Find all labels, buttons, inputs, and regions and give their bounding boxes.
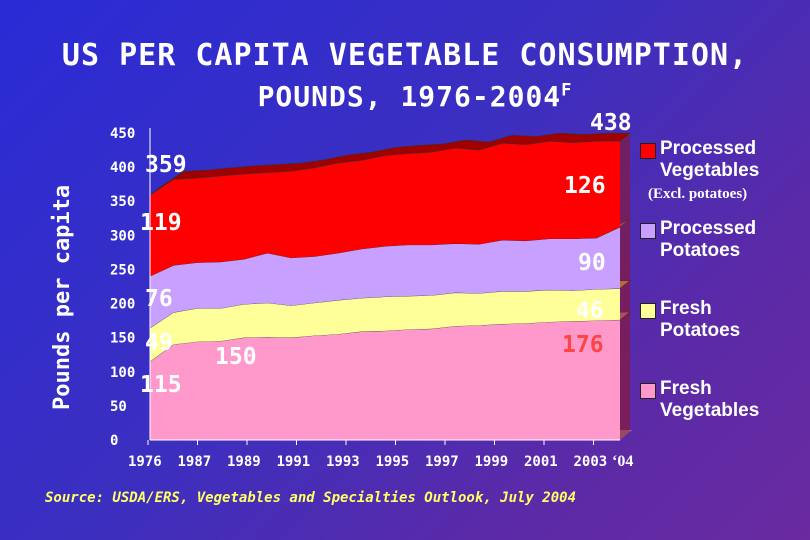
chart-title-text: POUNDS, 1976-2004	[257, 80, 562, 113]
chart-title-superscript: F	[561, 80, 573, 101]
data-label: 49	[145, 330, 173, 356]
source-note: Source: USDA/ERS, Vegetables and Special…	[45, 490, 577, 506]
data-label: 176	[562, 332, 604, 358]
legend-label: Fresh Potatoes	[660, 298, 741, 341]
legend-swatch	[640, 383, 656, 399]
area-processed-potatoes	[150, 227, 620, 329]
data-label: 119	[140, 210, 182, 236]
y-tick-label: 300	[110, 228, 135, 244]
area-processed-vegetables	[150, 141, 620, 277]
x-tick-label: ‘04	[612, 453, 633, 470]
y-tick-label: 150	[110, 331, 135, 347]
x-tick-label: 2001	[524, 454, 558, 470]
legend: Processed Vegetables (Excl. potatoes) Pr…	[640, 138, 805, 460]
x-tick-label: 1995	[376, 454, 410, 470]
y-tick-label: 400	[110, 160, 135, 176]
y-tick-label: 50	[110, 399, 127, 415]
legend-swatch	[640, 143, 656, 159]
area-fresh-vegetables	[150, 319, 620, 440]
y-tick-label: 200	[110, 297, 135, 313]
x-tick-label: 1989	[227, 454, 261, 470]
data-label: 126	[564, 173, 606, 199]
legend-label: Fresh Vegetables	[660, 378, 760, 421]
data-label: 150	[215, 344, 257, 370]
x-tick-label: 1999	[475, 454, 509, 470]
y-tick-label: 100	[110, 365, 135, 381]
chart-side-face	[620, 133, 630, 441]
x-tick-label: 1976	[128, 454, 162, 470]
area-fresh-potatoes	[150, 288, 620, 362]
legend-label: Processed Vegetables	[660, 138, 760, 181]
y-tick-label: 250	[110, 262, 135, 278]
y-tick-label: 350	[110, 194, 135, 210]
chart-title-line1: US PER CAPITA VEGETABLE CONSUMPTION,	[61, 38, 749, 73]
y-tick-label: 0	[110, 433, 118, 449]
x-tick-label: 1997	[425, 454, 459, 470]
x-tick-label: 1991	[277, 454, 311, 470]
data-label: 76	[145, 286, 173, 312]
data-label: 359	[145, 152, 187, 178]
x-tick-label: 1987	[178, 454, 212, 470]
data-label: 90	[578, 250, 606, 276]
data-label: 438	[590, 110, 632, 136]
legend-swatch	[640, 223, 656, 239]
x-tick-label: 1993	[326, 454, 360, 470]
x-tick-label: 2003	[574, 454, 608, 470]
legend-item-processed-potatoes: Processed Potatoes	[640, 218, 805, 300]
chart-title-line2: POUNDS, 1976-2004F	[10, 80, 810, 113]
legend-sublabel: (Excl. potatoes)	[648, 186, 748, 202]
legend-swatch	[640, 303, 656, 319]
data-label: 115	[140, 372, 182, 398]
legend-item-fresh-potatoes: Fresh Potatoes	[640, 298, 805, 380]
data-label: 46	[576, 298, 604, 324]
legend-label: Processed Potatoes	[660, 218, 757, 261]
y-tick-label: 450	[110, 126, 135, 142]
legend-item-fresh-vegetables: Fresh Vegetables	[640, 378, 805, 460]
legend-item-processed-vegetables: Processed Vegetables (Excl. potatoes)	[640, 138, 805, 220]
